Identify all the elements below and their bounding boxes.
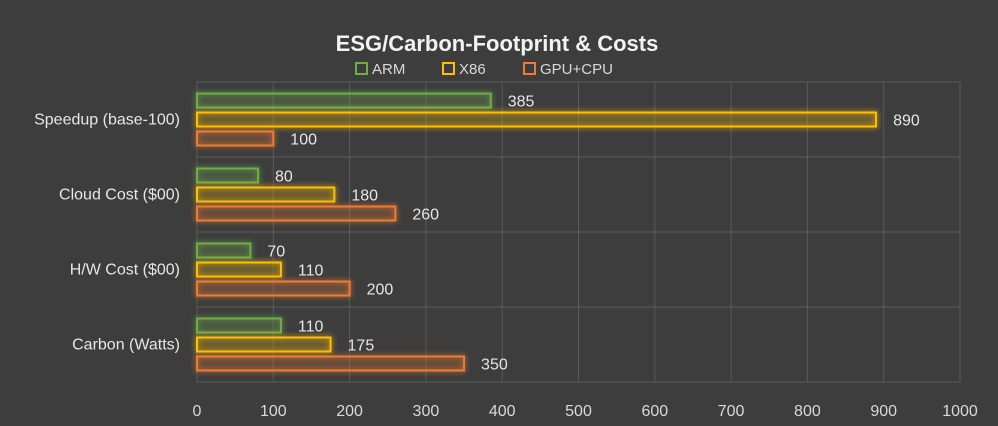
data-label: 110 bbox=[298, 263, 324, 280]
bar-arm bbox=[196, 167, 260, 184]
x-axis-ticks: 0 100 200 300 400 500 600 700 800 900 1000 bbox=[193, 403, 978, 420]
x-tick-label: 400 bbox=[489, 403, 516, 420]
x-tick-label: 600 bbox=[641, 403, 668, 420]
x-tick-label: 500 bbox=[565, 403, 592, 420]
bar-arm bbox=[196, 317, 282, 334]
legend-swatch bbox=[523, 62, 536, 75]
x-tick-label: 200 bbox=[336, 403, 363, 420]
bar-x86 bbox=[196, 111, 878, 128]
legend: ARM X86 GPU+CPU bbox=[355, 61, 613, 78]
value-labels: 385 890 100 80 180 260 70 110 200 110 175 350 bbox=[267, 94, 919, 374]
data-label: 100 bbox=[290, 132, 317, 149]
data-label: 890 bbox=[893, 113, 920, 130]
category-label: Carbon (Watts) bbox=[72, 337, 180, 354]
x-tick-label: 0 bbox=[193, 403, 202, 420]
data-label: 260 bbox=[412, 207, 439, 224]
x-tick-label: 1000 bbox=[942, 403, 978, 420]
x-tick-label: 900 bbox=[870, 403, 897, 420]
data-label: 180 bbox=[351, 188, 378, 205]
x-tick-label: 300 bbox=[413, 403, 440, 420]
bar-gpu-cpu bbox=[196, 130, 275, 147]
grid bbox=[196, 81, 961, 383]
data-label: 200 bbox=[367, 282, 394, 299]
legend-item-arm: ARM bbox=[355, 61, 405, 78]
bar-arm bbox=[196, 242, 252, 259]
legend-swatch bbox=[442, 62, 455, 75]
x-tick-label: 800 bbox=[794, 403, 821, 420]
x-tick-label: 700 bbox=[718, 403, 745, 420]
legend-swatch bbox=[355, 62, 368, 75]
chart-title: ESG/Carbon-Footprint & Costs bbox=[336, 31, 659, 56]
legend-label: ARM bbox=[372, 61, 405, 78]
legend-item-gpu-cpu: GPU+CPU bbox=[523, 61, 613, 78]
data-label: 70 bbox=[267, 244, 285, 261]
data-label: 80 bbox=[275, 169, 293, 186]
data-label: 110 bbox=[298, 319, 324, 336]
category-label: Speedup (base-100) bbox=[34, 112, 180, 129]
x-tick-label: 100 bbox=[260, 403, 287, 420]
legend-item-x86: X86 bbox=[442, 61, 486, 78]
category-label: H/W Cost ($00) bbox=[70, 262, 180, 279]
bar-gpu-cpu bbox=[196, 205, 397, 222]
bar-gpu-cpu bbox=[196, 280, 351, 297]
legend-label: X86 bbox=[459, 61, 486, 78]
category-labels: Speedup (base-100) Cloud Cost ($00) H/W Co… bbox=[34, 112, 180, 354]
bar-arm bbox=[196, 92, 492, 109]
data-label: 350 bbox=[481, 357, 508, 374]
bar-x86 bbox=[196, 261, 282, 278]
bar-x86 bbox=[196, 336, 332, 353]
data-label: 385 bbox=[508, 94, 535, 111]
bar-gpu-cpu bbox=[196, 355, 466, 372]
legend-label: GPU+CPU bbox=[540, 61, 613, 78]
category-label: Cloud Cost ($00) bbox=[59, 187, 180, 204]
bar-x86 bbox=[196, 186, 336, 203]
bars bbox=[196, 92, 878, 372]
data-label: 175 bbox=[348, 338, 375, 355]
